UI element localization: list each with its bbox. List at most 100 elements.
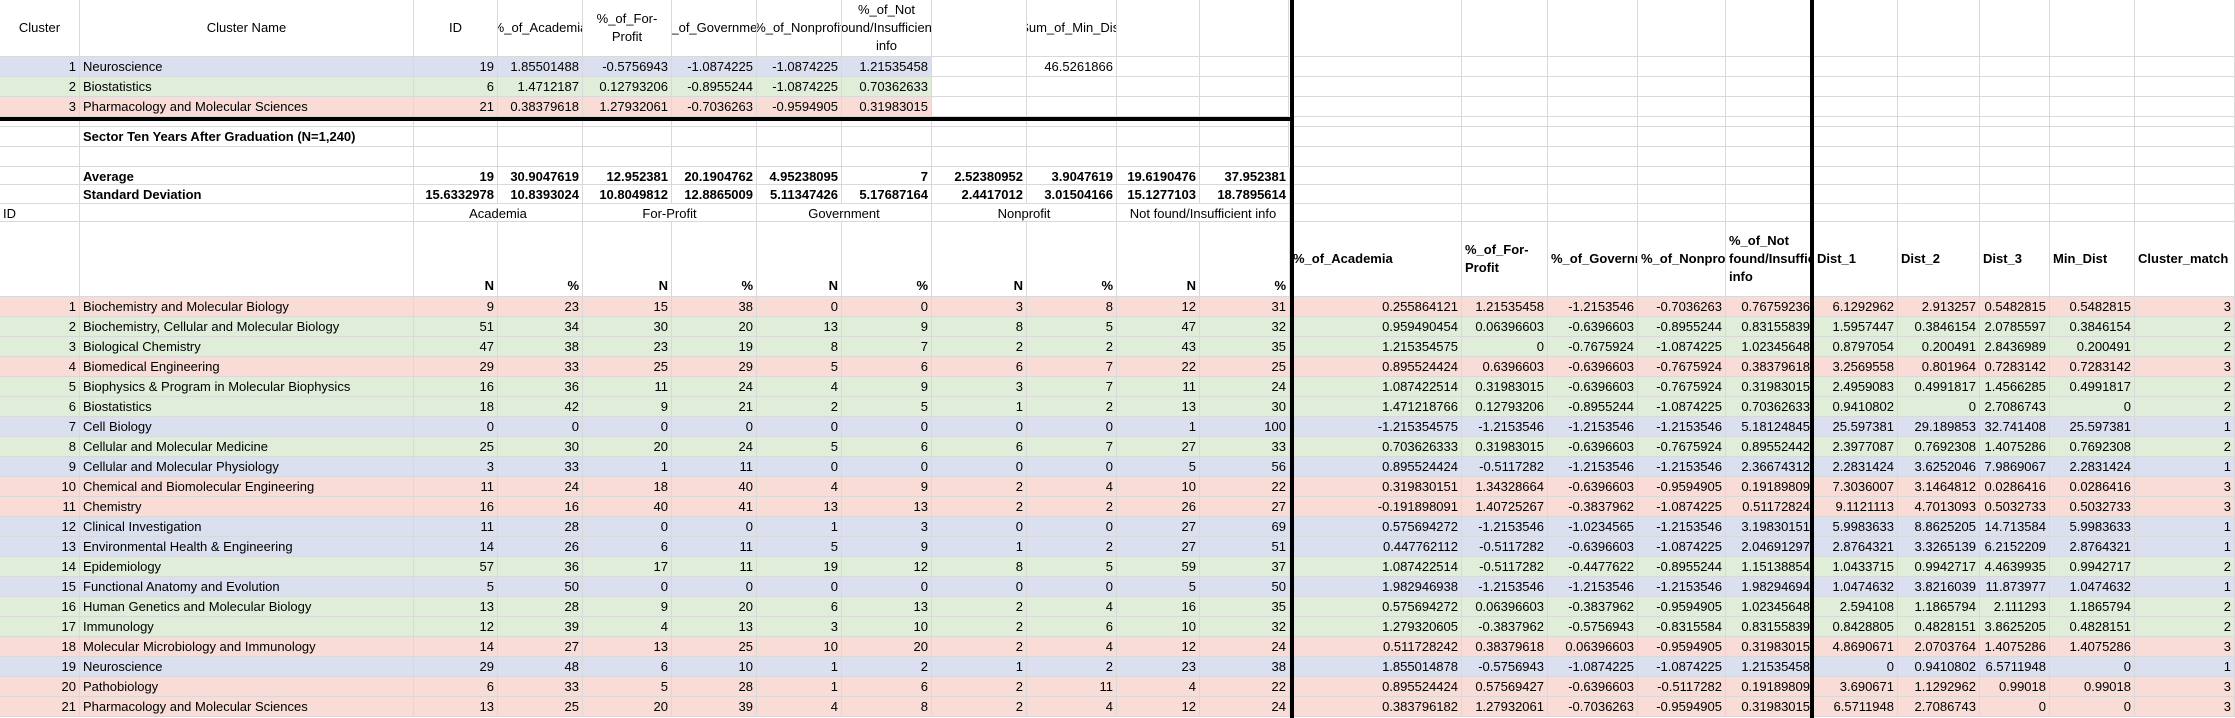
summary-header-10[interactable]: Sum_of_Min_Dist [1027, 0, 1117, 57]
row-id[interactable]: 13 [0, 537, 80, 557]
row-raw-value[interactable]: 4 [1027, 477, 1117, 497]
summary-value[interactable]: 0.70362633 [842, 77, 932, 97]
row-raw-value[interactable]: 27 [498, 637, 583, 657]
row-raw-value[interactable]: 10 [757, 637, 842, 657]
row-raw-value[interactable]: 1 [932, 657, 1027, 677]
row-raw-value[interactable]: 13 [757, 497, 842, 517]
row-program-name[interactable]: Clinical Investigation [80, 517, 414, 537]
row-id[interactable]: 17 [0, 617, 80, 637]
row-program-name[interactable]: Environmental Health & Engineering [80, 537, 414, 557]
row-raw-value[interactable]: 2 [932, 477, 1027, 497]
row-zscore[interactable]: 0.57569427 [1462, 677, 1548, 697]
row-program-name[interactable]: Human Genetics and Molecular Biology [80, 597, 414, 617]
row-raw-value[interactable]: 12 [1117, 637, 1200, 657]
row-zscore[interactable]: -0.5756943 [1462, 657, 1548, 677]
row-raw-value[interactable]: 100 [1200, 417, 1290, 437]
sd-value[interactable]: 15.6332978 [414, 185, 498, 204]
row-distance[interactable]: 3.3265139 [1898, 537, 1980, 557]
row-distance[interactable]: 0.200491 [1898, 337, 1980, 357]
row-distance[interactable]: 0.9942717 [1898, 557, 1980, 577]
row-raw-value[interactable]: 27 [1117, 437, 1200, 457]
empty-cell[interactable] [1638, 167, 1726, 185]
empty-cell[interactable] [1638, 117, 1726, 127]
row-zscore[interactable]: -0.6396603 [1548, 317, 1638, 337]
zscore-header-10[interactable]: Cluster_match [2135, 222, 2235, 297]
row-raw-value[interactable]: 29 [672, 357, 757, 377]
row-zscore[interactable]: 1.471218766 [1290, 397, 1462, 417]
row-raw-value[interactable]: 9 [583, 397, 672, 417]
summary-header-2[interactable]: Cluster Name [80, 0, 414, 57]
row-zscore[interactable]: -1.2153546 [1462, 577, 1548, 597]
row-raw-value[interactable]: 11 [414, 477, 498, 497]
empty-cell[interactable] [757, 147, 842, 167]
summary-header-8[interactable]: %_of_Not found/Insufficient info [842, 0, 932, 57]
empty-cell[interactable] [0, 185, 80, 204]
row-raw-value[interactable]: 3 [932, 297, 1027, 317]
empty-cell[interactable] [1548, 147, 1638, 167]
empty-cell[interactable] [842, 127, 932, 147]
row-raw-value[interactable]: 28 [498, 517, 583, 537]
empty-cell[interactable] [1638, 204, 1726, 222]
row-distance[interactable]: 0.5482815 [2050, 297, 2135, 317]
row-distance[interactable]: 2.4959083 [1814, 377, 1898, 397]
row-distance[interactable]: 1.4075286 [1980, 437, 2050, 457]
row-zscore[interactable]: 1.087422514 [1290, 377, 1462, 397]
avg-value[interactable]: 7 [842, 167, 932, 185]
row-zscore[interactable]: 0.6396603 [1462, 357, 1548, 377]
empty-cell[interactable] [1726, 127, 1814, 147]
row-distance[interactable]: 3 [2135, 357, 2235, 377]
empty-cell[interactable] [1814, 185, 1898, 204]
zscore-header-7[interactable]: Dist_2 [1898, 222, 1980, 297]
empty-cell[interactable] [414, 117, 498, 127]
row-distance[interactable]: 8.8625205 [1898, 517, 1980, 537]
empty-cell[interactable] [80, 222, 414, 297]
row-raw-value[interactable]: 8 [757, 337, 842, 357]
row-raw-value[interactable]: 32 [1200, 317, 1290, 337]
empty-cell[interactable] [1200, 97, 1289, 117]
row-zscore[interactable]: 2.04691297 [1726, 537, 1814, 557]
empty-cell[interactable] [80, 204, 414, 222]
row-raw-value[interactable]: 5 [1027, 557, 1117, 577]
empty-cell[interactable] [2050, 204, 2135, 222]
row-zscore[interactable]: -0.8955244 [1638, 317, 1726, 337]
row-distance[interactable]: 3.8216039 [1898, 577, 1980, 597]
row-raw-value[interactable]: 7 [1027, 357, 1117, 377]
row-zscore[interactable]: 1.02345648 [1726, 337, 1814, 357]
row-zscore[interactable]: -0.7675924 [1638, 377, 1726, 397]
row-raw-value[interactable]: 1 [757, 677, 842, 697]
row-raw-value[interactable]: 26 [1117, 497, 1200, 517]
summary-value[interactable]: 1.4712187 [498, 77, 583, 97]
row-distance[interactable]: 0.7283142 [2050, 357, 2135, 377]
row-id[interactable]: 16 [0, 597, 80, 617]
row-zscore[interactable]: 3.19830151 [1726, 517, 1814, 537]
group-header-forprofit[interactable]: For-Profit [583, 204, 757, 222]
row-distance[interactable]: 7.3036007 [1814, 477, 1898, 497]
row-raw-value[interactable]: 40 [672, 477, 757, 497]
empty-cell[interactable] [1200, 117, 1289, 127]
avg-value[interactable]: 30.9047619 [498, 167, 583, 185]
row-distance[interactable]: 2 [2135, 337, 2235, 357]
row-raw-value[interactable]: 28 [498, 597, 583, 617]
empty-cell[interactable] [1027, 147, 1117, 167]
row-raw-value[interactable]: 24 [672, 377, 757, 397]
row-raw-value[interactable]: 2 [932, 697, 1027, 717]
summary-value[interactable]: 0.12793206 [583, 77, 672, 97]
empty-cell[interactable] [1980, 127, 2050, 147]
row-raw-value[interactable]: 0 [757, 297, 842, 317]
row-distance[interactable]: 2.0703764 [1898, 637, 1980, 657]
summary-cluster-number[interactable]: 1 [0, 57, 80, 77]
row-distance[interactable]: 2.2831424 [2050, 457, 2135, 477]
group-header-nonprofit[interactable]: Nonprofit [932, 204, 1117, 222]
row-raw-value[interactable]: 0 [932, 577, 1027, 597]
row-raw-value[interactable]: 0 [842, 457, 932, 477]
row-raw-value[interactable]: 13 [842, 597, 932, 617]
summary-value[interactable]: -1.0874225 [672, 57, 757, 77]
row-zscore[interactable]: 1.087422514 [1290, 557, 1462, 577]
empty-cell[interactable] [1980, 147, 2050, 167]
row-zscore[interactable]: -1.0874225 [1638, 497, 1726, 517]
row-raw-value[interactable]: 9 [842, 537, 932, 557]
group-header-academia[interactable]: Academia [414, 204, 583, 222]
empty-cell[interactable] [1117, 117, 1200, 127]
row-zscore[interactable]: -0.9594905 [1638, 477, 1726, 497]
empty-cell[interactable] [1814, 57, 1898, 77]
